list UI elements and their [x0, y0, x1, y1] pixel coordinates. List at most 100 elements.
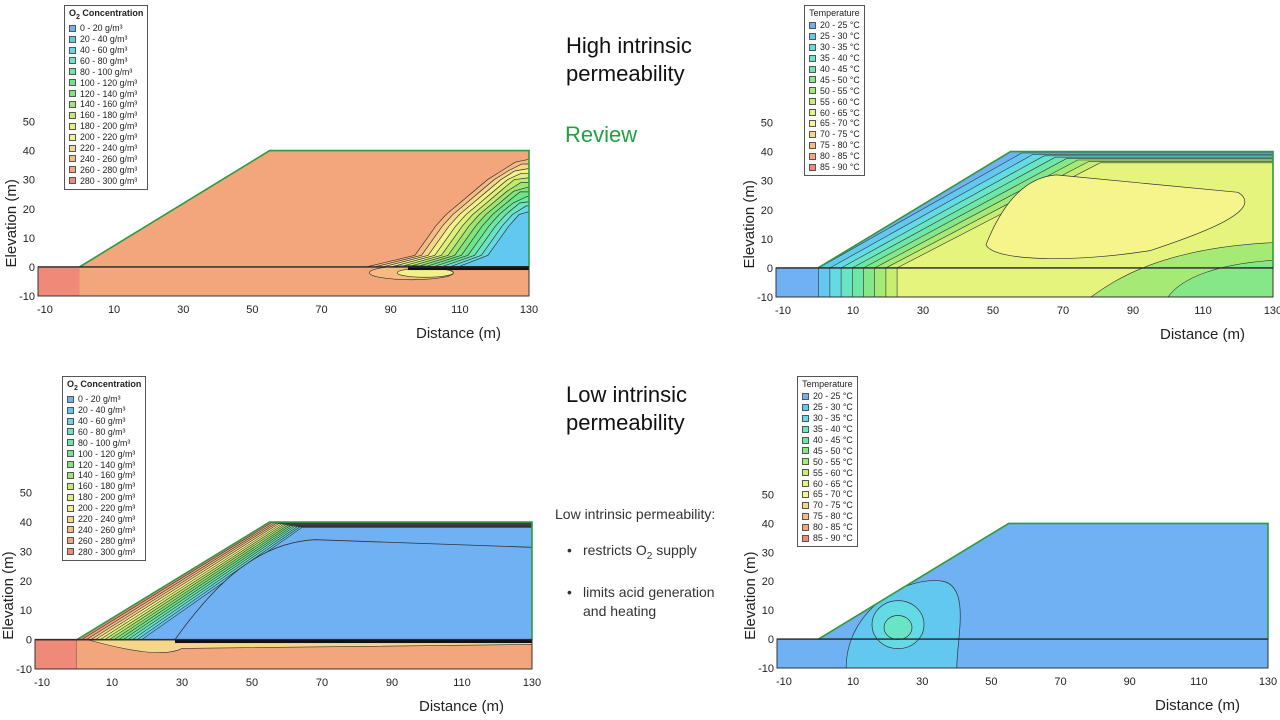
legend-item: 80 - 85 °C — [802, 522, 853, 533]
band-280-300 — [38, 266, 80, 296]
legend-item: 140 - 160 g/m³ — [67, 470, 141, 481]
x-tick-label: 90 — [386, 677, 398, 689]
legend-swatch — [69, 111, 76, 119]
x-tick-label: -10 — [776, 676, 792, 688]
legend-items: 20 - 25 °C 25 - 30 °C 30 - 35 °C 35 - 40 °C… — [809, 20, 860, 172]
y-tick-label: 20 — [762, 576, 774, 588]
legend-swatch — [69, 57, 76, 65]
o2-high-chart: -10 0 10 20 30 40 50 -10 10 30 50 70 90 110 130 Distanc… — [3, 117, 538, 342]
x-tick-label: 110 — [453, 677, 471, 689]
legend-label: 60 - 65 °C — [820, 107, 860, 118]
y-axis-label: Elevation (m) — [742, 552, 759, 640]
x-axis-label: Distance (m) — [1160, 326, 1245, 343]
legend-label: 65 - 70 °C — [820, 118, 860, 129]
legend-swatch — [809, 141, 816, 149]
temp-low-panel: -10 0 10 20 30 40 50 -10 10 30 50 70 90 110 130 Distanc… — [735, 372, 1280, 720]
legend-label: 45 - 50 °C — [813, 445, 853, 456]
legend-swatch — [809, 87, 816, 95]
high-permeability-title: High intrinsic permeability — [566, 32, 692, 88]
legend-item: 20 - 40 g/m³ — [69, 34, 143, 45]
legend-swatch — [69, 122, 76, 130]
legend-item: 25 - 30 °C — [809, 31, 860, 42]
legend-swatch — [69, 35, 76, 43]
legend-label: 55 - 60 °C — [820, 96, 860, 107]
x-tick-label: 90 — [385, 304, 397, 316]
x-tick-label: 110 — [1194, 305, 1212, 317]
legend-item: 35 - 40 °C — [802, 424, 853, 435]
o2-legend: O2 Concentration 0 - 20 g/m³ 20 - 40 g/m³… — [64, 5, 149, 191]
temp-high-panel: -10 0 10 20 30 40 50 -10 10 30 50 70 90 110 130 Distanc… — [740, 0, 1280, 350]
y-tick-label: 40 — [761, 147, 773, 159]
legend-label: 160 - 180 g/m³ — [80, 110, 138, 121]
x-tick-label: 130 — [523, 677, 541, 689]
legend-label: 120 - 140 g/m³ — [80, 88, 138, 99]
x-tick-label: 90 — [1127, 305, 1139, 317]
legend-swatch — [809, 54, 816, 62]
legend-item: 40 - 45 °C — [802, 435, 853, 446]
legend-title: O2 Concentration — [67, 379, 142, 392]
legend-label: 140 - 160 g/m³ — [80, 99, 138, 110]
legend-label: 280 - 300 g/m³ — [78, 546, 136, 557]
legend-item: 40 - 60 g/m³ — [67, 416, 141, 427]
slope-boundary — [817, 150, 1274, 269]
legend-swatch — [67, 526, 74, 534]
legend-swatch — [802, 490, 809, 498]
legend-item: 180 - 200 g/m³ — [67, 492, 141, 503]
legend-item: 60 - 65 °C — [802, 478, 853, 489]
y-tick-label: 20 — [761, 205, 773, 217]
slope-boundary — [79, 149, 530, 268]
x-tick-label: 50 — [246, 304, 258, 316]
legend-label: 200 - 220 g/m³ — [80, 132, 138, 143]
legend-label: 200 - 220 g/m³ — [78, 503, 136, 514]
legend-item: 70 - 75 °C — [809, 129, 860, 140]
legend-item: 220 - 240 g/m³ — [69, 143, 143, 154]
legend-swatch — [802, 425, 809, 433]
legend-label: 280 - 300 g/m³ — [80, 175, 138, 186]
legend-item: 240 - 260 g/m³ — [67, 524, 141, 535]
legend-label: 120 - 140 g/m³ — [78, 459, 136, 470]
legend-item: 25 - 30 °C — [802, 402, 853, 413]
legend-swatch — [67, 482, 74, 490]
x-axis-label: Distance (m) — [419, 698, 504, 715]
legend-swatch — [67, 461, 74, 469]
legend-swatch — [809, 76, 816, 84]
legend-item: 60 - 65 °C — [809, 107, 860, 118]
legend-label: 75 - 80 °C — [813, 511, 853, 522]
legend-label: 25 - 30 °C — [813, 402, 853, 413]
y-tick-label: -10 — [16, 664, 32, 676]
x-tick-label: 10 — [847, 676, 859, 688]
legend-swatch — [809, 130, 816, 138]
legend-label: 75 - 80 °C — [820, 140, 860, 151]
legend-label: 30 - 35 °C — [813, 413, 853, 424]
legend-swatch — [809, 152, 816, 160]
legend-swatch — [67, 439, 74, 447]
legend-label: 65 - 70 °C — [813, 489, 853, 500]
legend-swatch — [802, 414, 809, 422]
legend-item: 35 - 40 °C — [809, 53, 860, 64]
legend-item: 40 - 45 °C — [809, 64, 860, 75]
legend-swatch — [809, 21, 816, 29]
x-tick-label: 50 — [246, 677, 258, 689]
legend-label: 80 - 100 g/m³ — [80, 66, 133, 77]
contour-group — [777, 523, 1268, 668]
o2-depleted-core — [174, 539, 532, 641]
legend-label: 40 - 45 °C — [813, 435, 853, 445]
legend-item: 160 - 180 g/m³ — [67, 481, 141, 492]
legend-item: 100 - 120 g/m³ — [67, 448, 141, 459]
legend-swatch — [67, 493, 74, 501]
legend-swatch — [809, 65, 816, 73]
legend-label: 260 - 280 g/m³ — [78, 535, 136, 546]
legend-label: 240 - 260 g/m³ — [78, 524, 136, 535]
legend-swatch — [67, 406, 74, 414]
legend-item: 65 - 70 °C — [809, 118, 860, 129]
legend-label: 220 - 240 g/m³ — [78, 514, 136, 525]
legend-item: 100 - 120 g/m³ — [69, 77, 143, 88]
legend-swatch — [69, 68, 76, 76]
y-tick-label: 50 — [762, 489, 774, 501]
x-tick-label: -10 — [34, 677, 50, 689]
legend-item: 40 - 60 g/m³ — [69, 45, 143, 56]
title-line: permeability — [566, 410, 685, 435]
notes: Low intrinsic permeability: restricts O2… — [555, 505, 715, 621]
legend-swatch — [802, 392, 809, 400]
